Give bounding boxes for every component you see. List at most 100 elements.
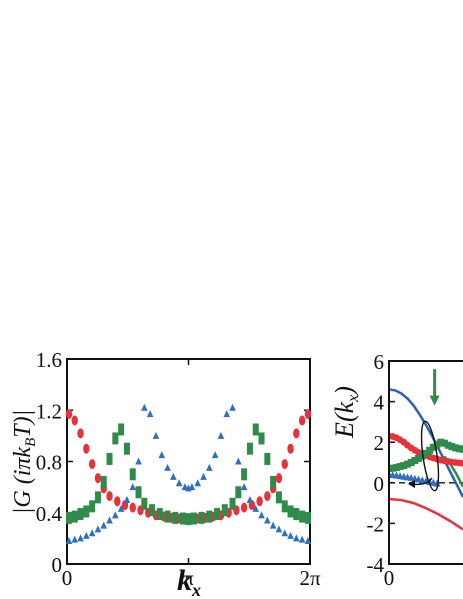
left-chart-panel: 0 0.4 0.8 1.2 1.6 0 π 2π |G (iπkBT)| kx: [10, 348, 321, 599]
green-square-point: [258, 432, 265, 445]
left-data-marks: [65, 403, 312, 544]
green-square-point: [118, 423, 125, 436]
blue-triangle-point: [206, 463, 213, 471]
green-square-point: [94, 491, 101, 504]
blue-triangle-point: [252, 504, 260, 512]
green-square-point: [437, 438, 445, 446]
red-circle-point: [83, 443, 90, 454]
green-square-point: [270, 476, 277, 488]
green-square-point: [229, 497, 236, 510]
left-y-tick-label: 1.2: [36, 399, 62, 423]
red-circle-point: [240, 502, 248, 513]
right-y-tick-label: 0: [374, 472, 385, 496]
green-square-point: [235, 486, 242, 499]
red-circle-point: [304, 409, 312, 420]
left-y-axis-label: |G (iπkBT)|: [10, 410, 39, 514]
blue-triangle-point: [164, 463, 171, 471]
blue-triangle-point: [281, 529, 289, 537]
blue-triangle-point: [188, 483, 196, 491]
red-circle-point: [298, 415, 306, 426]
red-circle-point: [256, 496, 263, 507]
left-y-tick-label: 0.8: [36, 451, 62, 475]
green-square-point: [411, 456, 419, 464]
green-square-point: [389, 464, 397, 472]
green-square-point: [396, 463, 404, 471]
green-square-point: [459, 445, 463, 453]
green-square-point: [407, 459, 415, 466]
left-tick-group: 0 0.4 0.8 1.2 1.6 0 π 2π: [36, 348, 321, 590]
blue-triangle-point: [158, 451, 166, 459]
left-x-tick-label: 2π: [299, 566, 321, 590]
green-square-point: [156, 508, 163, 521]
green-square-point: [304, 511, 311, 524]
red-circle-point: [77, 428, 84, 439]
red-circle-point: [65, 409, 73, 420]
green-square-point: [65, 511, 72, 524]
green-square-point: [246, 442, 253, 455]
blue-triangle-point: [200, 472, 207, 480]
green-square-point: [164, 510, 171, 523]
blue-triangle-point: [258, 511, 265, 519]
red-circle-point: [71, 415, 78, 426]
left-plot-frame: [66, 358, 311, 565]
blue-triangle-point: [264, 516, 271, 524]
green-square-point: [112, 432, 119, 445]
left-y-tick-label: 1.6: [36, 348, 62, 372]
blue-triangle-point: [304, 536, 312, 544]
blue-triangle-point: [100, 521, 108, 529]
blue-triangle-point: [211, 451, 219, 459]
left-y-tick-label: 0.4: [36, 502, 63, 526]
blue-triangle-point: [287, 531, 294, 539]
blue-triangle-point: [433, 479, 441, 487]
green-square-point: [426, 446, 434, 454]
green-square-point: [123, 442, 130, 455]
green-square-point: [275, 491, 282, 504]
right-x-tick-label: 0: [384, 566, 395, 590]
blue-triangle-point: [112, 511, 119, 519]
green-square-point: [422, 449, 430, 457]
green-square-point: [293, 508, 300, 521]
blue-triangle-point: [71, 535, 79, 543]
blue-triangle-point: [170, 472, 177, 480]
green-square-point: [287, 505, 294, 518]
blue-triangle-point: [117, 504, 125, 512]
blue-triangle-point: [298, 535, 306, 543]
green-square-point: [135, 486, 142, 499]
green-square-point: [299, 510, 306, 523]
blue-triangle-point: [65, 536, 73, 544]
left-y-tick-label: 0: [52, 553, 63, 577]
green-square-point: [77, 508, 84, 521]
red-circle-point: [287, 443, 294, 454]
blue-triangle-point: [269, 521, 277, 529]
blue-triangle-point: [88, 529, 96, 537]
blue-triangle-point: [129, 483, 137, 491]
green-square-point: [404, 460, 411, 468]
blue-triangle-point: [194, 479, 202, 487]
green-square-point: [281, 500, 288, 513]
blue-triangle-point: [152, 431, 160, 439]
blue-triangle-point: [293, 534, 300, 542]
red-circle-point: [88, 459, 96, 470]
red-circle-point: [94, 473, 102, 484]
red-circle-point: [293, 428, 300, 439]
green-square-point: [252, 423, 259, 436]
green-square-point: [129, 468, 136, 481]
blue-triangle-point: [235, 457, 242, 465]
green-square-point: [455, 445, 463, 453]
right-y-tick-label: -4: [367, 553, 385, 577]
green-square-point: [149, 504, 156, 517]
green-square-point: [172, 511, 179, 524]
green-square-point: [433, 440, 441, 448]
blue-triangle-point: [217, 431, 225, 439]
right-data-marks: [389, 369, 463, 531]
green-square-point: [444, 441, 452, 449]
blue-triangle-point: [83, 531, 90, 539]
red-circle-point: [129, 502, 136, 513]
blue-triangle-point: [141, 403, 148, 411]
green-square-point: [100, 476, 107, 488]
green-square-point: [392, 464, 400, 472]
red-circle-point: [275, 473, 283, 484]
blue-triangle-point: [240, 483, 248, 491]
green-square-point: [185, 513, 192, 526]
